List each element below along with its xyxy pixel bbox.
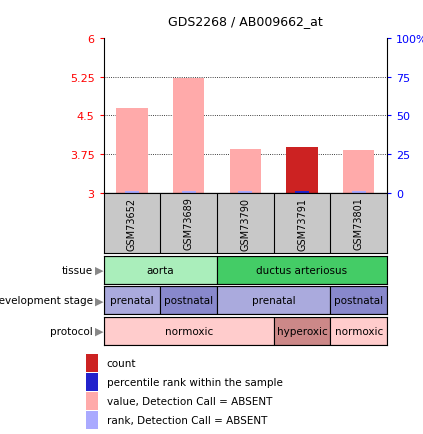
Text: protocol: protocol	[50, 326, 93, 336]
Bar	[85, 354, 98, 372]
Text: count: count	[107, 358, 136, 368]
Bar	[343, 151, 374, 193]
Text: ductus arteriosus: ductus arteriosus	[256, 265, 348, 275]
Text: GSM73652: GSM73652	[127, 197, 137, 250]
Text: GDS2268 / AB009662_at: GDS2268 / AB009662_at	[168, 15, 323, 28]
Bar	[274, 317, 330, 345]
Bar	[181, 191, 196, 193]
Text: GSM73689: GSM73689	[184, 197, 194, 250]
Bar	[286, 148, 318, 193]
Bar	[217, 286, 330, 315]
Text: ▶: ▶	[95, 265, 104, 275]
Text: normoxic: normoxic	[335, 326, 383, 336]
Text: development stage: development stage	[0, 296, 93, 306]
Text: ▶: ▶	[95, 326, 104, 336]
Bar	[330, 317, 387, 345]
Bar	[330, 286, 387, 315]
Text: GSM73790: GSM73790	[240, 197, 250, 250]
Text: value, Detection Call = ABSENT: value, Detection Call = ABSENT	[107, 396, 272, 406]
Text: postnatal: postnatal	[164, 296, 213, 306]
Bar	[125, 191, 139, 193]
Bar	[230, 149, 261, 193]
Text: percentile rank within the sample: percentile rank within the sample	[107, 377, 283, 387]
Bar	[85, 373, 98, 391]
Text: postnatal: postnatal	[334, 296, 383, 306]
Bar	[104, 286, 160, 315]
Text: GSM73791: GSM73791	[297, 197, 307, 250]
Bar	[160, 286, 217, 315]
Text: tissue: tissue	[62, 265, 93, 275]
Bar	[104, 317, 274, 345]
Bar	[217, 256, 387, 284]
Bar	[85, 392, 98, 410]
Text: hyperoxic: hyperoxic	[277, 326, 327, 336]
Bar	[104, 256, 217, 284]
Text: aorta: aorta	[146, 265, 174, 275]
Bar	[173, 79, 204, 193]
Text: ▶: ▶	[95, 296, 104, 306]
Bar	[116, 108, 148, 193]
Text: GSM73801: GSM73801	[354, 197, 364, 250]
Text: prenatal: prenatal	[110, 296, 154, 306]
Bar	[238, 191, 253, 193]
Bar	[85, 411, 98, 429]
Text: prenatal: prenatal	[252, 296, 296, 306]
Text: rank, Detection Call = ABSENT: rank, Detection Call = ABSENT	[107, 415, 267, 425]
Text: normoxic: normoxic	[165, 326, 213, 336]
Bar	[295, 191, 309, 193]
Bar	[352, 191, 366, 193]
